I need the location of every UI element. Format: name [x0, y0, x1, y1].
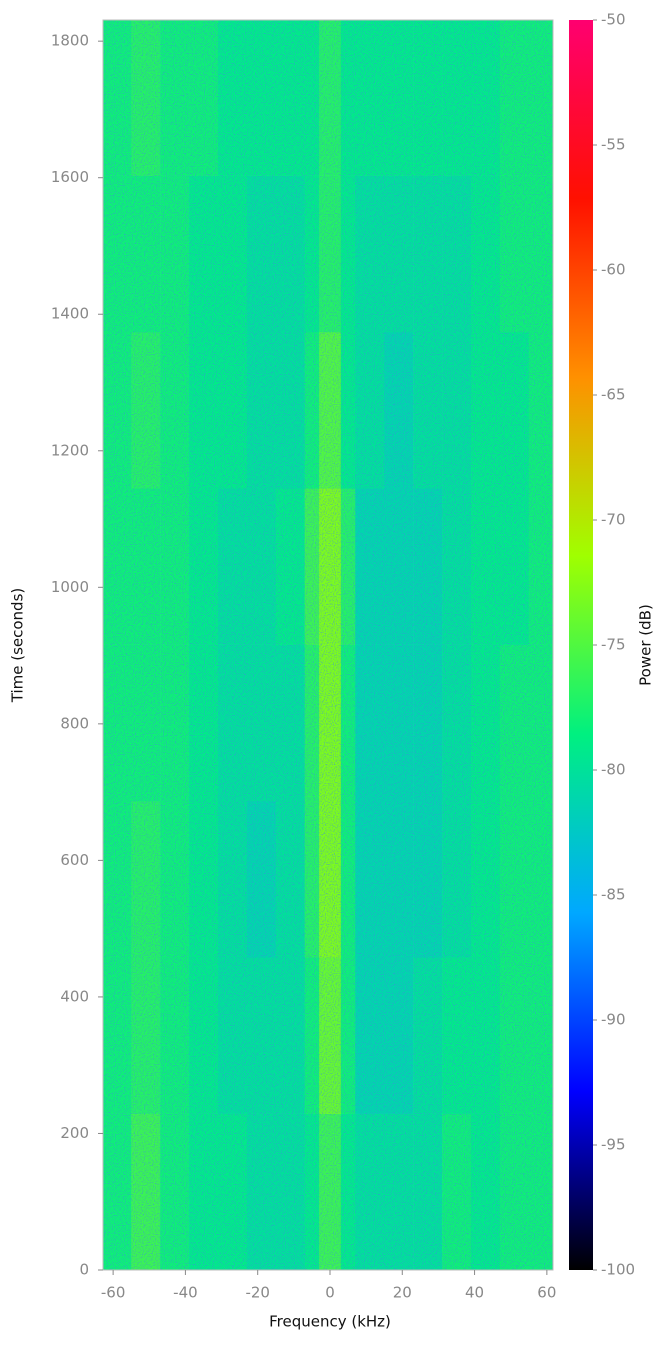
y-tick-label: 200: [60, 1124, 89, 1142]
colorbar-tick-label: -70: [601, 511, 626, 529]
colorbar: [569, 20, 593, 1270]
x-tick-label: -60: [101, 1284, 126, 1302]
colorbar-tick-label: -100: [601, 1261, 635, 1279]
x-tick-label: 0: [325, 1284, 335, 1302]
x-axis-label: Frequency (kHz): [269, 1313, 391, 1331]
colorbar-tick-label: -50: [601, 11, 626, 29]
y-tick-label: 1400: [51, 305, 89, 323]
noise-texture: [103, 20, 553, 1270]
y-tick-label: 1800: [51, 32, 89, 50]
colorbar-tick-label: -55: [601, 136, 626, 154]
colorbar-tick-label: -65: [601, 386, 626, 404]
y-tick-label: 400: [60, 987, 89, 1005]
colorbar-tick-label: -95: [601, 1136, 626, 1154]
y-tick-label: 1200: [51, 441, 89, 459]
colorbar-tick-label: -80: [601, 761, 626, 779]
y-tick-label: 600: [60, 851, 89, 869]
colorbar-tick-label: -85: [601, 886, 626, 904]
x-tick-label: 40: [465, 1284, 484, 1302]
y-tick-label: 1000: [51, 578, 89, 596]
y-tick-label: 800: [60, 714, 89, 732]
x-tick-label: -20: [245, 1284, 270, 1302]
colorbar-tick-label: -90: [601, 1011, 626, 1029]
colorbar-tick-label: -60: [601, 261, 626, 279]
colorbar-label: Power (dB): [637, 604, 653, 686]
y-tick-label: 0: [79, 1261, 89, 1279]
x-tick-label: 20: [393, 1284, 412, 1302]
colorbar-tick-label: -75: [601, 636, 626, 654]
y-tick-label: 1600: [51, 168, 89, 186]
x-tick-label: -40: [173, 1284, 198, 1302]
x-tick-label: 60: [537, 1284, 556, 1302]
y-axis-label: Time (seconds): [9, 588, 27, 704]
